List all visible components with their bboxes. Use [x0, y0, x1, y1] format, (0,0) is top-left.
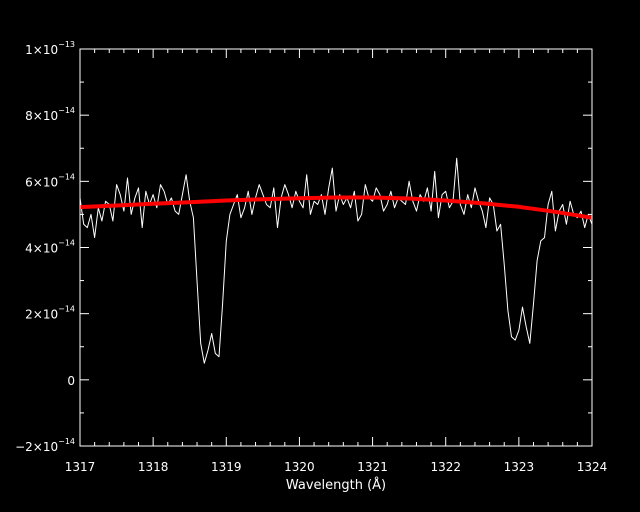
x-tick-label: 1320 [284, 460, 315, 474]
y-tick-exponent: −14 [58, 106, 75, 115]
y-tick-label: 8×10−14 [25, 106, 75, 123]
y-tick-label: 0 [67, 374, 75, 388]
y-tick-mantissa: 1×10 [25, 43, 58, 57]
x-axis-label: Wavelength (Å) [286, 477, 386, 493]
axes-layer: 1317 1318 1319 1320 1321 1322 1323 1324−2×10−14… [15, 40, 607, 474]
y-tick-label: 2×10−14 [25, 305, 75, 322]
y-tick-label: 4×10−14 [25, 239, 75, 256]
x-tick-label: 1322 [430, 460, 461, 474]
y-tick-exponent: −14 [58, 437, 75, 446]
y-tick-exponent: −14 [58, 239, 75, 248]
y-tick-mantissa: 0 [67, 374, 75, 388]
x-tick-label: 1319 [211, 460, 242, 474]
series-layer [79, 157, 593, 364]
y-tick-mantissa: 8×10 [25, 109, 58, 123]
y-tick-exponent: −14 [58, 172, 75, 181]
x-tick-label: 1317 [65, 460, 96, 474]
continuum-fit-line [79, 195, 593, 220]
y-tick-mantissa: 2×10 [25, 308, 58, 322]
y-tick-label: 1×10−13 [25, 40, 75, 57]
spectrum-line [79, 157, 593, 364]
y-tick-label: −2×10−14 [15, 437, 75, 454]
x-tick-label: 1324 [577, 460, 608, 474]
y-tick-mantissa: −2×10 [15, 440, 58, 454]
x-tick-label: 1323 [504, 460, 535, 474]
y-tick-exponent: −13 [58, 40, 75, 49]
y-tick-mantissa: 4×10 [25, 242, 58, 256]
x-tick-label: 1318 [138, 460, 169, 474]
y-tick-label: 6×10−14 [25, 172, 75, 189]
x-tick-label: 1321 [357, 460, 388, 474]
y-tick-exponent: −14 [58, 305, 75, 314]
y-tick-mantissa: 6×10 [25, 175, 58, 189]
